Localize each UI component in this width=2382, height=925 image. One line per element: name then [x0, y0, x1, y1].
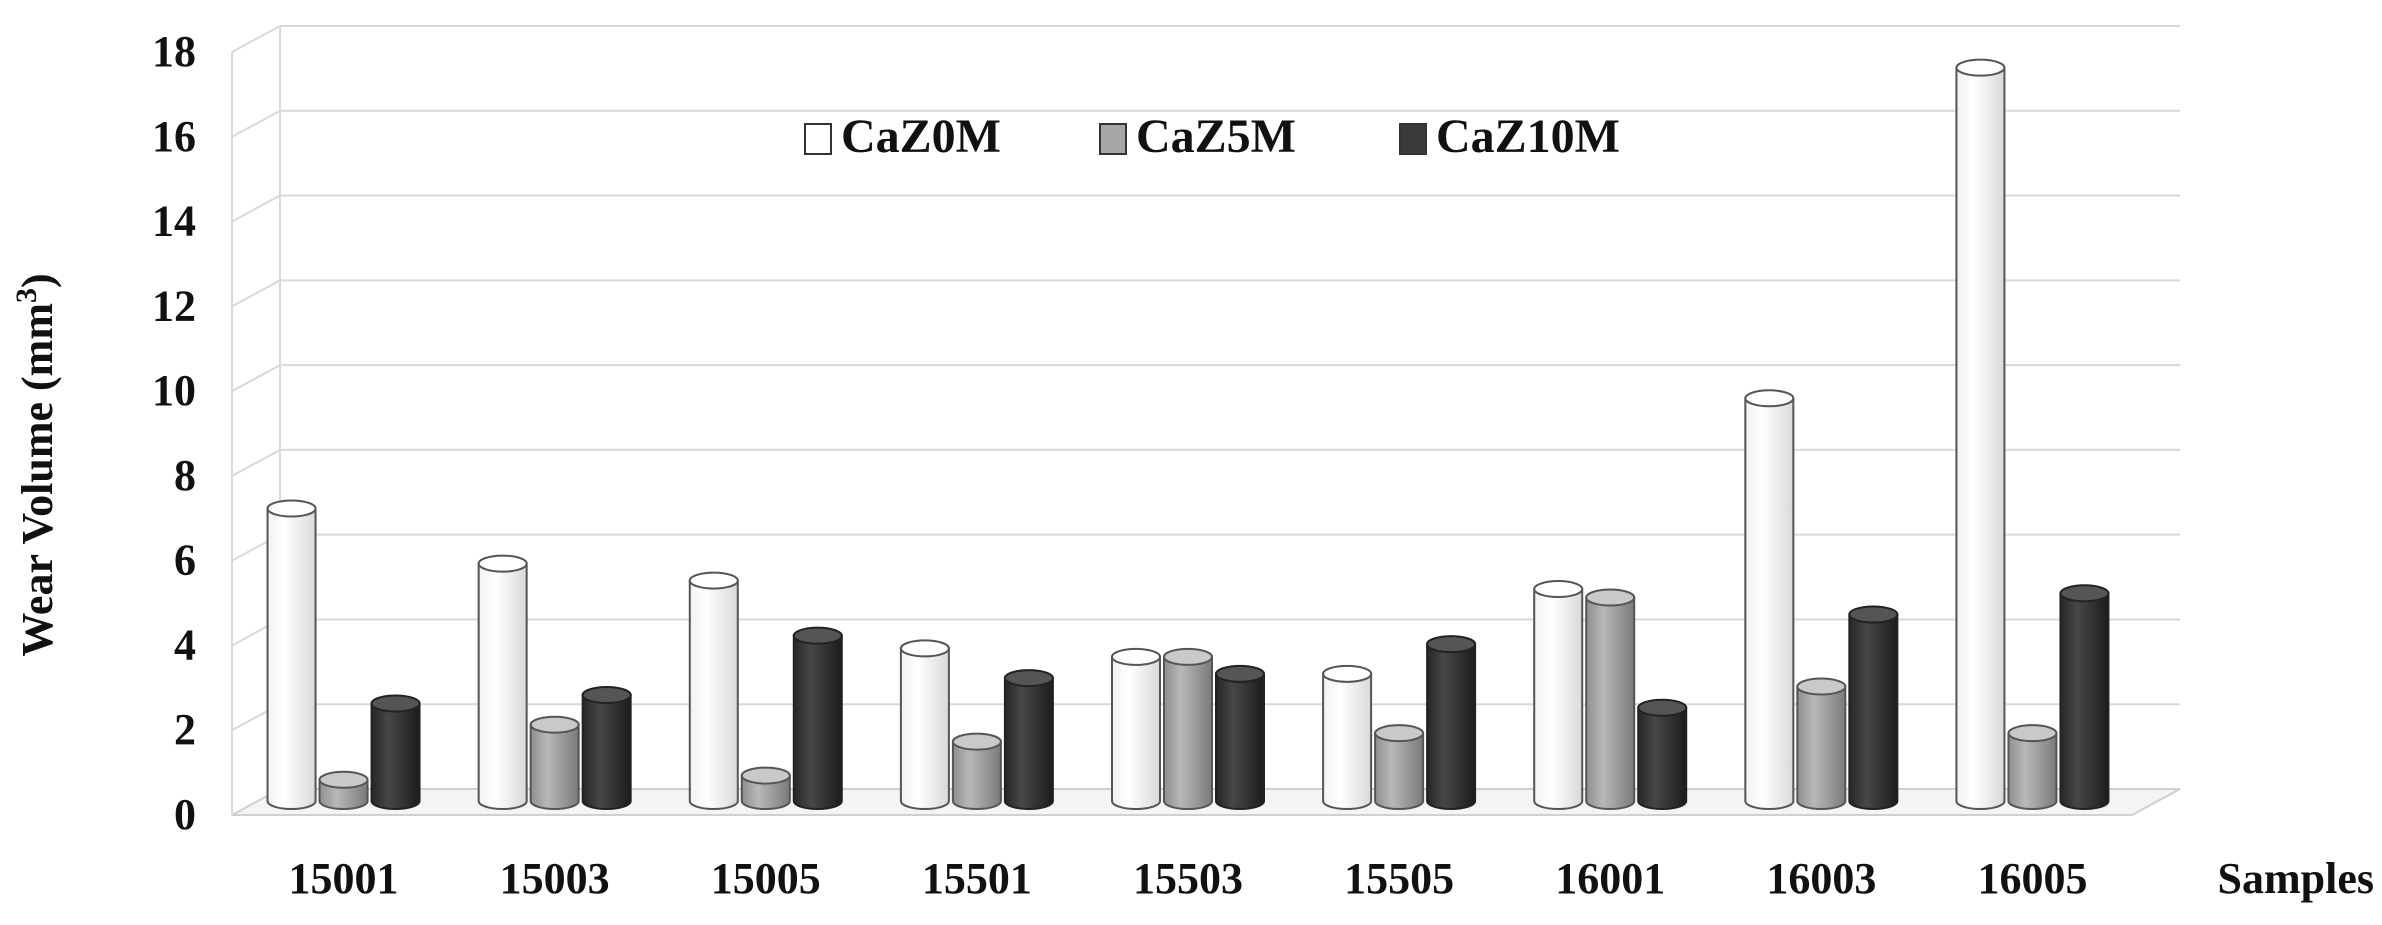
x-tick-label: 15003 [500, 854, 610, 903]
legend-swatch-CaZ5M [1099, 123, 1127, 155]
bar-CaZ10M-15501 [1003, 669, 1054, 810]
y-tick-label: 18 [152, 27, 196, 76]
x-tick-label: 15005 [711, 854, 821, 903]
bar-CaZ5M-15001 [318, 770, 369, 810]
gridline-side [231, 364, 281, 392]
x-tick-label: 15501 [922, 854, 1032, 903]
x-tick-label: 16003 [1766, 854, 1876, 903]
x-tick-label: 16005 [1977, 854, 2087, 903]
bar-CaZ10M-16001 [1637, 698, 1688, 810]
x-axis-label: Samples [2218, 854, 2374, 903]
x-tick-label: 15505 [1344, 854, 1454, 903]
bar-CaZ5M-15003 [529, 715, 580, 810]
y-tick-label: 12 [152, 281, 196, 330]
bar-CaZ10M-15503 [1215, 664, 1265, 810]
bar-CaZ0M-16003 [1744, 389, 1795, 810]
legend-label-CaZ0M: CaZ0M [841, 110, 1001, 163]
x-tick-label: 15001 [289, 854, 399, 903]
bar-CaZ10M-15505 [1426, 635, 1477, 810]
bar-CaZ0M-15501 [899, 639, 950, 810]
legend: CaZ0M CaZ5M CaZ10M [804, 110, 1620, 163]
bar-CaZ5M-15505 [1374, 724, 1425, 810]
bar-CaZ10M-15003 [581, 686, 632, 810]
bar-CaZ10M-15005 [792, 626, 843, 810]
tick-labels: 0 2 4 6 8 10 12 14 16 18 15001 15003 15005 15501 15503… [152, 27, 2087, 903]
bar-CaZ5M-15503 [1163, 647, 1213, 810]
legend-label-CaZ5M: CaZ5M [1136, 110, 1296, 163]
bar-CaZ0M-15503 [1111, 647, 1161, 810]
y-tick-label: 0 [174, 790, 196, 839]
bar-CaZ5M-16005 [2007, 724, 2058, 810]
bar-CaZ0M-15005 [688, 571, 739, 810]
gridline-side [231, 109, 281, 138]
x-tick-label: 15503 [1133, 854, 1243, 903]
gridline-side [231, 449, 281, 477]
legend-swatch-CaZ0M [804, 123, 832, 155]
x-tick-label: 16001 [1555, 854, 1665, 903]
bar-CaZ5M-15005 [740, 766, 791, 810]
bar-CaZ10M-16003 [1848, 605, 1899, 810]
bar-CaZ10M-15001 [370, 694, 421, 810]
y-tick-label: 16 [152, 112, 196, 161]
bar-CaZ0M-16005 [1955, 58, 2006, 810]
bar-CaZ0M-15001 [266, 499, 317, 810]
bar-CaZ5M-16001 [1585, 588, 1636, 810]
gridline-side [231, 25, 281, 53]
y-axis-label: Wear Volume (mm3) [10, 273, 62, 656]
bars [266, 58, 2110, 810]
y-tick-label: 2 [174, 705, 196, 754]
gridline-side [231, 194, 281, 223]
y-tick-label: 4 [174, 620, 196, 669]
bar-CaZ10M-16005 [2059, 584, 2110, 810]
bar-CaZ5M-15501 [951, 732, 1002, 810]
bar-CaZ0M-15505 [1322, 664, 1373, 810]
bar-CaZ0M-15003 [477, 554, 528, 810]
y-tick-label: 10 [152, 366, 196, 415]
y-tick-label: 14 [152, 197, 196, 246]
legend-label-CaZ10M: CaZ10M [1436, 110, 1620, 163]
legend-swatch-CaZ10M [1399, 123, 1427, 155]
gridlines [231, 25, 2180, 732]
bar-CaZ0M-16001 [1533, 580, 1584, 810]
gridline-side [231, 279, 281, 308]
y-tick-label: 8 [174, 451, 196, 500]
bar-CaZ5M-16003 [1796, 677, 1847, 810]
y-tick-label: 6 [174, 536, 196, 585]
